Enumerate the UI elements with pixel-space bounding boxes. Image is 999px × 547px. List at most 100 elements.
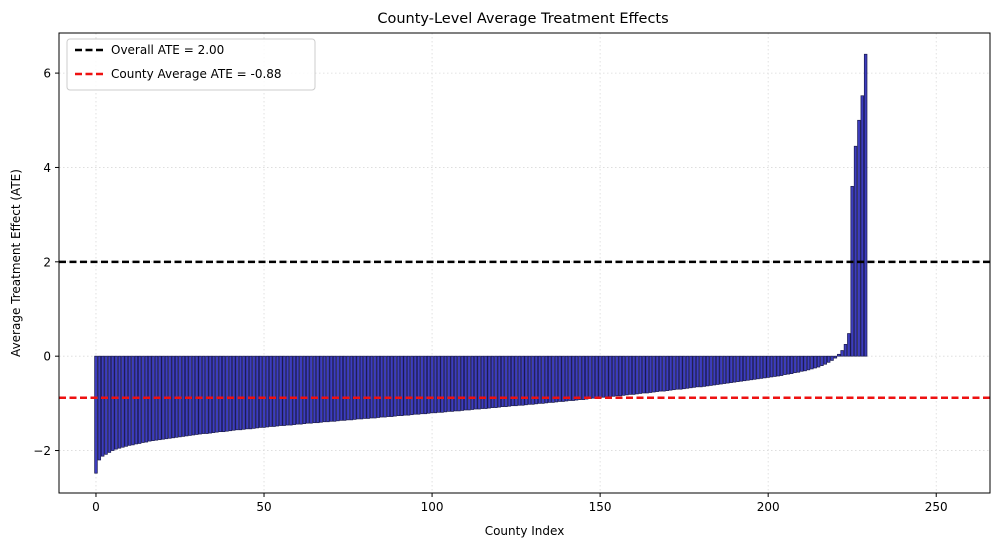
bar xyxy=(679,355,683,390)
bar xyxy=(477,355,481,410)
bar xyxy=(423,355,428,415)
bar xyxy=(406,355,411,416)
bar xyxy=(332,355,337,422)
bar xyxy=(403,355,407,416)
bar xyxy=(561,355,565,402)
chart-title: County-Level Average Treatment Effects xyxy=(377,11,668,27)
plot-frame xyxy=(58,32,991,494)
y-tick-label: −2 xyxy=(33,444,51,458)
bar xyxy=(349,355,354,421)
x-axis-title: County Index xyxy=(485,524,565,538)
bar xyxy=(312,355,317,424)
bar xyxy=(470,355,475,410)
bar xyxy=(584,355,589,400)
bar xyxy=(386,355,391,417)
bar xyxy=(531,355,535,405)
bar xyxy=(342,355,347,421)
bar xyxy=(621,355,626,396)
bar xyxy=(265,355,270,428)
bar xyxy=(820,355,824,366)
bar xyxy=(430,355,434,414)
bar xyxy=(712,355,717,386)
bar xyxy=(806,355,811,371)
bar xyxy=(652,355,656,393)
bar xyxy=(611,355,616,397)
bar xyxy=(188,355,192,436)
bar xyxy=(581,355,586,400)
bar xyxy=(638,355,643,394)
bar xyxy=(413,355,417,415)
bar xyxy=(319,355,323,423)
bar xyxy=(514,355,518,407)
bar xyxy=(749,355,754,381)
bar xyxy=(494,355,498,408)
bar xyxy=(662,355,666,392)
bar xyxy=(826,355,831,363)
bar xyxy=(507,355,512,407)
bar xyxy=(238,355,243,431)
bar xyxy=(255,355,259,429)
bar xyxy=(705,355,710,387)
bar xyxy=(447,355,451,412)
bar xyxy=(356,355,360,420)
bar xyxy=(847,333,851,357)
bar xyxy=(756,355,760,380)
bar xyxy=(759,355,764,379)
bar xyxy=(272,355,276,427)
bar xyxy=(400,355,404,416)
bar xyxy=(97,355,102,461)
bar xyxy=(218,355,223,433)
bar xyxy=(766,355,770,378)
bar xyxy=(198,355,202,435)
bar xyxy=(742,355,747,382)
bar xyxy=(685,355,690,389)
x-axis-ticks: 0 50 100 150 200 250 xyxy=(92,493,948,514)
bar xyxy=(773,355,777,377)
bar xyxy=(658,355,663,392)
bar xyxy=(803,355,807,372)
bar xyxy=(729,355,733,383)
bar xyxy=(302,355,307,424)
bar xyxy=(433,355,438,414)
bar xyxy=(786,355,791,375)
bar xyxy=(410,355,414,416)
bar xyxy=(551,355,555,403)
bar xyxy=(285,355,290,426)
bar xyxy=(642,355,646,394)
x-tick-label: 0 xyxy=(92,500,100,514)
bar xyxy=(776,355,780,377)
legend-label-overall-ate: Overall ATE = 2.00 xyxy=(111,43,224,57)
bar xyxy=(574,355,579,401)
bar xyxy=(813,355,817,369)
bar xyxy=(453,355,458,412)
bar xyxy=(171,355,175,439)
bar xyxy=(248,355,253,430)
bar xyxy=(215,355,219,433)
x-tick-label: 50 xyxy=(256,500,271,514)
bar xyxy=(699,355,703,388)
legend-label-county-average-ate: County Average ATE = -0.88 xyxy=(111,67,282,81)
bar xyxy=(850,185,854,357)
bar xyxy=(793,355,797,374)
legend: Overall ATE = 2.00 County Average ATE = … xyxy=(66,38,316,91)
bar xyxy=(269,355,273,427)
bar xyxy=(544,355,549,404)
reference-lines-layer xyxy=(59,260,990,399)
bar xyxy=(860,95,864,357)
bar xyxy=(853,145,858,357)
bar xyxy=(100,355,105,457)
bar xyxy=(628,355,633,395)
x-tick-label: 250 xyxy=(925,500,948,514)
bar xyxy=(117,355,122,449)
bar xyxy=(346,355,350,421)
bar xyxy=(548,355,552,403)
bar xyxy=(94,355,98,474)
bar xyxy=(299,355,303,425)
bar xyxy=(689,355,693,389)
bar xyxy=(497,355,501,408)
bar xyxy=(534,355,538,405)
bar xyxy=(205,355,209,434)
bar xyxy=(463,355,468,411)
bar xyxy=(137,355,142,444)
